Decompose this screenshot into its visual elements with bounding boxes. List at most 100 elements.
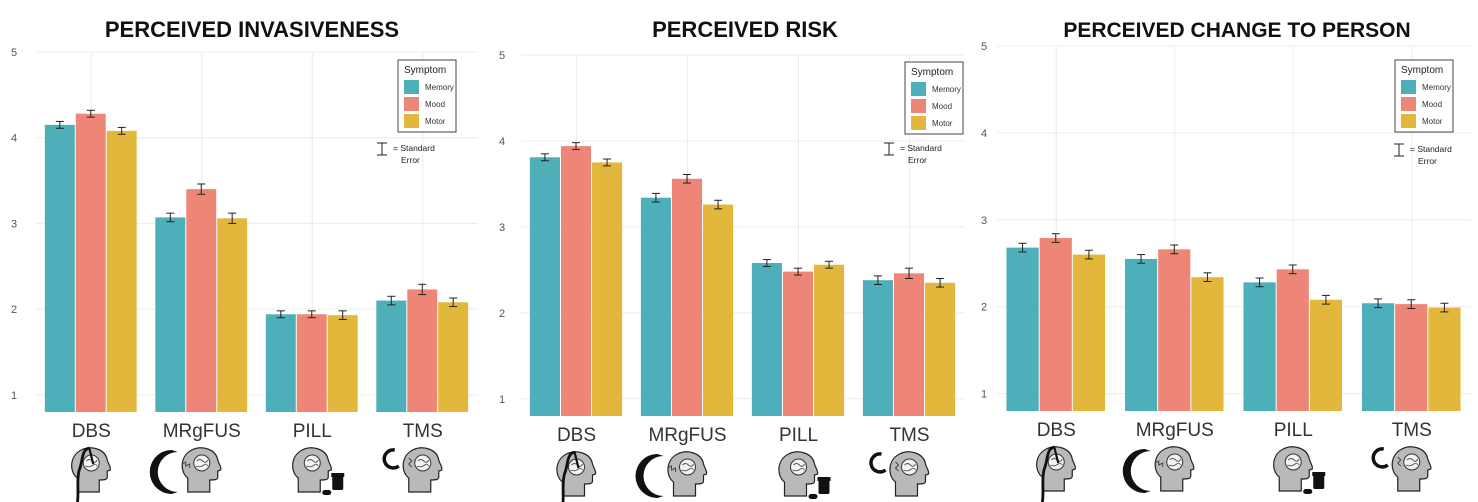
mrgfus-ultrasound-head-icon: [635, 451, 708, 498]
electrode-lead: [76, 446, 90, 502]
chart-title: PERCEIVED CHANGE TO PERSON: [1063, 19, 1410, 42]
bar-mood: [1276, 269, 1309, 411]
dbs-electrode-head-icon: [1036, 445, 1077, 502]
pill: [808, 494, 818, 499]
bar-memory: [265, 314, 296, 412]
ultrasound-waves: [1154, 460, 1164, 467]
legend-label-memory: Memory: [932, 85, 961, 94]
pill-bottle-head-icon: [292, 447, 345, 495]
bar-mood: [1158, 249, 1191, 411]
legend: Symptom Memory Mood Motor: [904, 61, 964, 135]
ultrasound-transducer: [635, 454, 664, 498]
brain-shape: [1403, 453, 1421, 471]
se-label-line2: Error: [908, 155, 927, 165]
standard-error-key: = Standard Error: [1394, 143, 1452, 166]
y-tick-label: 2: [499, 308, 505, 320]
legend-title: Symptom: [404, 65, 446, 76]
chart-panel-change-to-person: PERCEIVED CHANGE TO PERSON 1 2 3 4 5 DBS MRgFUS…: [975, 0, 1478, 502]
legend-swatch-motor: [404, 114, 419, 128]
legend-label-mood: Mood: [1422, 100, 1442, 109]
y-tick-label: 1: [499, 394, 505, 406]
tms-coil: [382, 448, 400, 470]
bar-motor: [1072, 254, 1106, 411]
legend-label-motor: Motor: [932, 119, 953, 128]
bar-memory: [376, 300, 407, 412]
legend-label-memory: Memory: [425, 83, 454, 92]
chart-panel-invasiveness: PERCEIVED INVASIVENESS 1 2 3 4 5 DBS MRgFUS PILL…: [0, 0, 487, 502]
pill-bottle: [332, 476, 344, 490]
brain-fold: [681, 463, 694, 472]
se-label-line1: = Standard: [393, 143, 435, 153]
magnetic-pulse: [1397, 456, 1402, 467]
brain-fold: [903, 463, 916, 472]
pill-bottle: [1313, 475, 1325, 489]
se-label-line1: = Standard: [1410, 144, 1452, 154]
dbs-electrode-head-icon: [71, 446, 112, 502]
electrode-lead: [561, 450, 576, 502]
standard-error-key: = Standard Error: [377, 142, 435, 165]
chart-svg: PERCEIVED RISK 1 2 3 4 5 DBS MRgFUS PILL TMS Sympt…: [499, 17, 965, 502]
chart-title: PERCEIVED RISK: [652, 17, 838, 42]
x-category-label: TMS: [889, 425, 929, 446]
legend-label-memory: Memory: [1422, 83, 1451, 92]
legend-title: Symptom: [1401, 65, 1443, 76]
x-category-label: DBS: [1037, 420, 1076, 441]
ultrasound-waves: [181, 461, 191, 468]
electrode-tip: [1053, 446, 1060, 464]
y-tick-label: 5: [981, 41, 987, 53]
pill-bottle-head-icon: [1273, 446, 1326, 494]
legend-title: Symptom: [911, 67, 953, 78]
brain-fold: [792, 463, 805, 472]
x-category-label: PILL: [293, 421, 332, 442]
bar-memory: [1243, 282, 1276, 411]
legend-swatch-mood: [404, 97, 419, 111]
legend-swatch-motor: [1401, 114, 1416, 128]
tms-coil-head-icon: [869, 451, 930, 497]
y-tick-label: 3: [981, 215, 987, 227]
tms-coil: [1371, 447, 1389, 469]
x-category-label: TMS: [1392, 420, 1432, 441]
legend-swatch-mood: [1401, 97, 1416, 111]
bar-motor: [1309, 299, 1343, 411]
brain-fold: [195, 459, 209, 468]
y-tick-label: 1: [11, 390, 17, 402]
y-tick-label: 4: [981, 128, 987, 140]
pill-bottle-cap: [1312, 472, 1326, 476]
se-label-line2: Error: [401, 155, 420, 165]
electrode-tip: [88, 447, 95, 465]
pill-bottle-cap: [331, 473, 345, 477]
bar-mood: [671, 178, 703, 416]
legend-swatch-mood: [911, 99, 926, 113]
bar-memory: [640, 197, 671, 416]
brain-shape: [1166, 453, 1184, 471]
tms-coil-head-icon: [1371, 446, 1432, 492]
pill: [1303, 489, 1313, 494]
bar-mood: [1039, 238, 1072, 411]
y-tick-label: 5: [499, 50, 505, 62]
bar-memory: [751, 263, 782, 416]
pill-bottle-head-icon: [778, 451, 831, 499]
x-category-label: MRgFUS: [1136, 420, 1214, 441]
chart-svg: PERCEIVED INVASIVENESS 1 2 3 4 5 DBS MRgFUS PILL…: [11, 17, 478, 502]
brain-shape: [303, 454, 321, 472]
bar-motor: [327, 315, 358, 412]
x-category-label: DBS: [557, 425, 596, 446]
tms-coil-head-icon: [382, 447, 443, 493]
x-category-label: MRgFUS: [648, 425, 726, 446]
y-tick-label: 3: [11, 218, 17, 230]
chart-svg: PERCEIVED CHANGE TO PERSON 1 2 3 4 5 DBS MRgFUS…: [981, 19, 1471, 502]
y-tick-label: 5: [11, 47, 17, 59]
bar-motor: [592, 162, 623, 416]
dbs-electrode-head-icon: [556, 450, 597, 502]
electrode-tip: [573, 451, 580, 469]
y-tick-label: 2: [11, 304, 17, 316]
x-category-label: TMS: [403, 421, 443, 442]
brain-fold: [1405, 458, 1419, 467]
brain-fold: [416, 459, 430, 468]
chart-panel-risk: PERCEIVED RISK 1 2 3 4 5 DBS MRgFUS PILL TMS Sympt…: [487, 0, 975, 502]
brain-shape: [901, 458, 918, 476]
mrgfus-ultrasound-head-icon: [1122, 446, 1195, 493]
bar-mood: [407, 289, 438, 412]
bar-memory: [155, 217, 186, 412]
legend-label-motor: Motor: [425, 117, 446, 126]
